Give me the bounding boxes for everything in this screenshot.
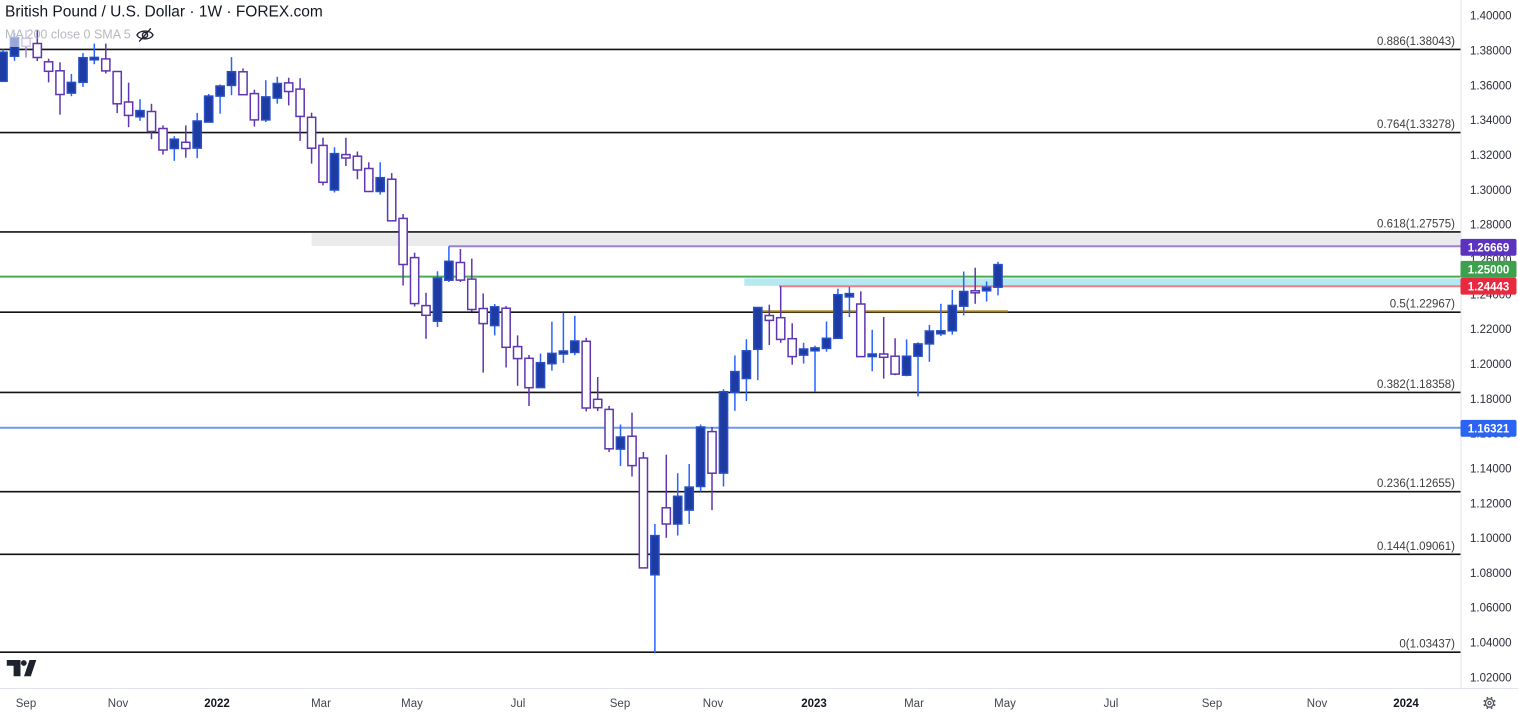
svg-text:1.30000: 1.30000 bbox=[1470, 185, 1512, 197]
svg-text:1.34000: 1.34000 bbox=[1470, 115, 1512, 127]
svg-text:2022: 2022 bbox=[204, 698, 230, 710]
svg-text:1.08000: 1.08000 bbox=[1470, 568, 1512, 580]
svg-text:1.14000: 1.14000 bbox=[1470, 463, 1512, 475]
svg-text:1.10000: 1.10000 bbox=[1470, 533, 1512, 545]
svg-text:2023: 2023 bbox=[801, 698, 827, 710]
svg-text:Jul: Jul bbox=[511, 698, 526, 710]
svg-text:1.28000: 1.28000 bbox=[1470, 220, 1512, 232]
svg-text:Mar: Mar bbox=[904, 698, 924, 710]
svg-text:1.36000: 1.36000 bbox=[1470, 80, 1512, 92]
svg-text:2024: 2024 bbox=[1393, 698, 1419, 710]
svg-text:Nov: Nov bbox=[108, 698, 129, 710]
svg-text:1.02000: 1.02000 bbox=[1470, 672, 1512, 684]
svg-text:0.5(1.22967): 0.5(1.22967) bbox=[1390, 299, 1455, 311]
svg-text:Jul: Jul bbox=[1104, 698, 1119, 710]
svg-text:1.04000: 1.04000 bbox=[1470, 638, 1512, 650]
svg-text:0.886(1.38043): 0.886(1.38043) bbox=[1377, 36, 1455, 48]
svg-text:British Pound / U.S. Dollar ·: British Pound / U.S. Dollar · 1W · FOREX… bbox=[5, 4, 323, 21]
svg-text:Nov: Nov bbox=[703, 698, 724, 710]
svg-text:Sep: Sep bbox=[1202, 698, 1222, 710]
svg-text:May: May bbox=[994, 698, 1016, 710]
svg-text:0.236(1.12655): 0.236(1.12655) bbox=[1377, 478, 1455, 490]
svg-text:1.32000: 1.32000 bbox=[1470, 150, 1512, 162]
svg-text:0.618(1.27575): 0.618(1.27575) bbox=[1377, 218, 1455, 230]
svg-text:0(1.03437): 0(1.03437) bbox=[1399, 639, 1455, 651]
svg-text:1.20000: 1.20000 bbox=[1470, 359, 1512, 371]
svg-text:0.382(1.18358): 0.382(1.18358) bbox=[1377, 379, 1455, 391]
svg-text:1.18000: 1.18000 bbox=[1470, 394, 1512, 406]
svg-text:Nov: Nov bbox=[1307, 698, 1328, 710]
svg-text:MA 200 close 0 SMA 5: MA 200 close 0 SMA 5 bbox=[5, 28, 131, 42]
svg-text:Sep: Sep bbox=[16, 698, 36, 710]
svg-text:1.40000: 1.40000 bbox=[1470, 11, 1512, 23]
svg-text:1.38000: 1.38000 bbox=[1470, 46, 1512, 58]
svg-text:1.25000: 1.25000 bbox=[1468, 265, 1510, 277]
svg-text:1.26669: 1.26669 bbox=[1468, 243, 1510, 255]
svg-text:May: May bbox=[401, 698, 423, 710]
svg-text:0.144(1.09061): 0.144(1.09061) bbox=[1377, 541, 1455, 553]
svg-text:1.22000: 1.22000 bbox=[1470, 324, 1512, 336]
svg-text:1.24443: 1.24443 bbox=[1468, 281, 1510, 293]
svg-text:1.06000: 1.06000 bbox=[1470, 603, 1512, 615]
svg-text:1.12000: 1.12000 bbox=[1470, 498, 1512, 510]
svg-text:0.764(1.33278): 0.764(1.33278) bbox=[1377, 119, 1455, 131]
svg-text:Mar: Mar bbox=[311, 698, 331, 710]
svg-text:Sep: Sep bbox=[610, 698, 630, 710]
svg-text:1.16321: 1.16321 bbox=[1468, 424, 1510, 436]
